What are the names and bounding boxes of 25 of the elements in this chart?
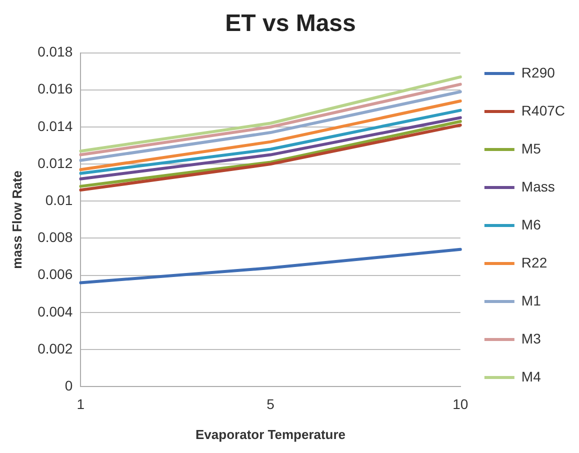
x-tick-label: 1 [76, 396, 85, 412]
y-tick-label: 0.018 [38, 44, 73, 60]
legend-label: M3 [521, 330, 542, 346]
legend-label: R407C [521, 102, 566, 118]
legend-label: M1 [521, 292, 542, 308]
x-tick-label: 5 [266, 396, 275, 412]
y-tick-label: 0.002 [38, 340, 73, 356]
x-tick-label: 10 [452, 396, 468, 412]
chart-title: ET vs Mass [225, 10, 356, 38]
legend-label: M6 [521, 216, 542, 232]
y-tick-label: 0.012 [38, 154, 73, 171]
legend-label: R290 [521, 64, 556, 80]
y-tick-label: 0.01 [45, 192, 73, 208]
y-tick-label: 0 [64, 377, 73, 394]
y-tick-label: 0.008 [38, 229, 73, 246]
y-tick-label: 0.014 [38, 118, 73, 134]
legend-label: M4 [521, 368, 542, 384]
y-tick-label: 0.016 [38, 80, 73, 97]
x-axis-title: Evaporator Temperature [196, 426, 346, 442]
legend-label: Mass [521, 178, 555, 194]
legend-label: M5 [521, 140, 542, 156]
legend-label: R22 [521, 254, 548, 270]
y-axis-title: mass Flow Rate [9, 170, 24, 269]
y-tick-label: 0.004 [38, 303, 73, 320]
y-tick-label: 0.006 [38, 266, 73, 282]
